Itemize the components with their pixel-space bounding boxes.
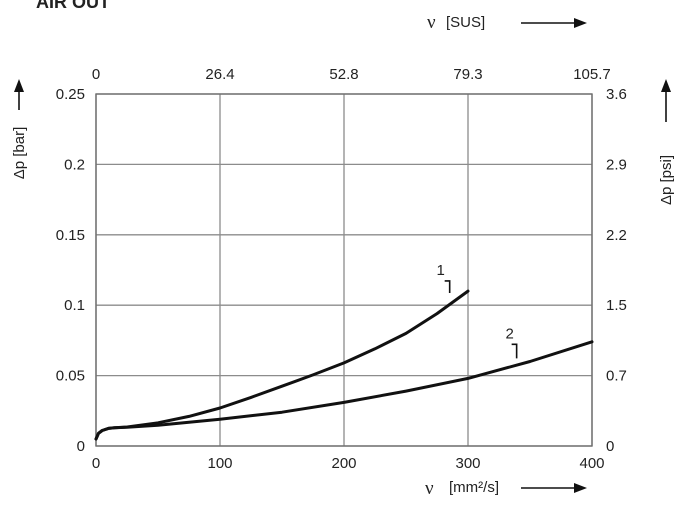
plot-frame xyxy=(95,93,593,447)
x2-tick-label: 0 xyxy=(92,66,100,83)
bottom-axis-label: ν [mm²/s] xyxy=(425,478,587,499)
x2-tick-label: 79.3 xyxy=(453,66,482,83)
x-tick-label: 200 xyxy=(331,455,356,472)
series-1-line xyxy=(94,289,470,441)
series-2-label: 2 xyxy=(505,325,513,342)
left-axis-arrow-icon xyxy=(14,79,24,92)
left-axis-label: Δp [bar] xyxy=(11,79,28,179)
bottom-axis-arrow-icon xyxy=(574,483,587,493)
top-axis-label: ν [SUS] xyxy=(427,12,587,33)
y-tick-label: 0.15 xyxy=(56,227,85,244)
y2-tick-label: 2.2 xyxy=(606,227,627,244)
right-axis-title: Δp [psi] xyxy=(658,155,675,205)
y-tick-label: 0.05 xyxy=(56,368,85,385)
y2-tick-label: 0.7 xyxy=(606,368,627,385)
y2-tick-label: 2.9 xyxy=(606,156,627,173)
series-2-leader xyxy=(511,343,518,359)
x2-tick-label: 52.8 xyxy=(329,66,358,83)
x2-tick-label: 26.4 xyxy=(205,66,234,83)
bottom-axis-symbol: ν xyxy=(425,478,434,499)
y-tick-label: 0 xyxy=(77,438,85,455)
series-2-line xyxy=(94,340,594,441)
y2-tick-label: 3.6 xyxy=(606,86,627,103)
left-axis-title: Δp [bar] xyxy=(11,127,28,180)
x-tick-label: 0 xyxy=(92,455,100,472)
top-axis-symbol: ν xyxy=(427,12,436,33)
y2-tick-label: 1.5 xyxy=(606,297,627,314)
top-axis-unit: [SUS] xyxy=(446,14,485,31)
y-tick-label: 0.2 xyxy=(64,156,85,173)
x-tick-label: 300 xyxy=(455,455,480,472)
x-tick-label: 400 xyxy=(579,455,604,472)
right-axis-label: Δp [psi] xyxy=(658,79,675,205)
x-tick-label: 100 xyxy=(207,455,232,472)
series-1-label: 1 xyxy=(437,262,445,279)
top-axis-arrow-icon xyxy=(574,18,587,28)
chart-title: AIR OUT xyxy=(36,0,110,12)
y-tick-label: 0.25 xyxy=(56,86,85,103)
y2-tick-label: 0 xyxy=(606,438,614,455)
y-tick-label: 0.1 xyxy=(64,297,85,314)
x2-tick-label: 105.7 xyxy=(573,66,611,83)
right-axis-arrow-icon xyxy=(661,79,671,92)
bottom-axis-unit: [mm²/s] xyxy=(449,479,499,496)
series-1-leader xyxy=(444,280,451,293)
